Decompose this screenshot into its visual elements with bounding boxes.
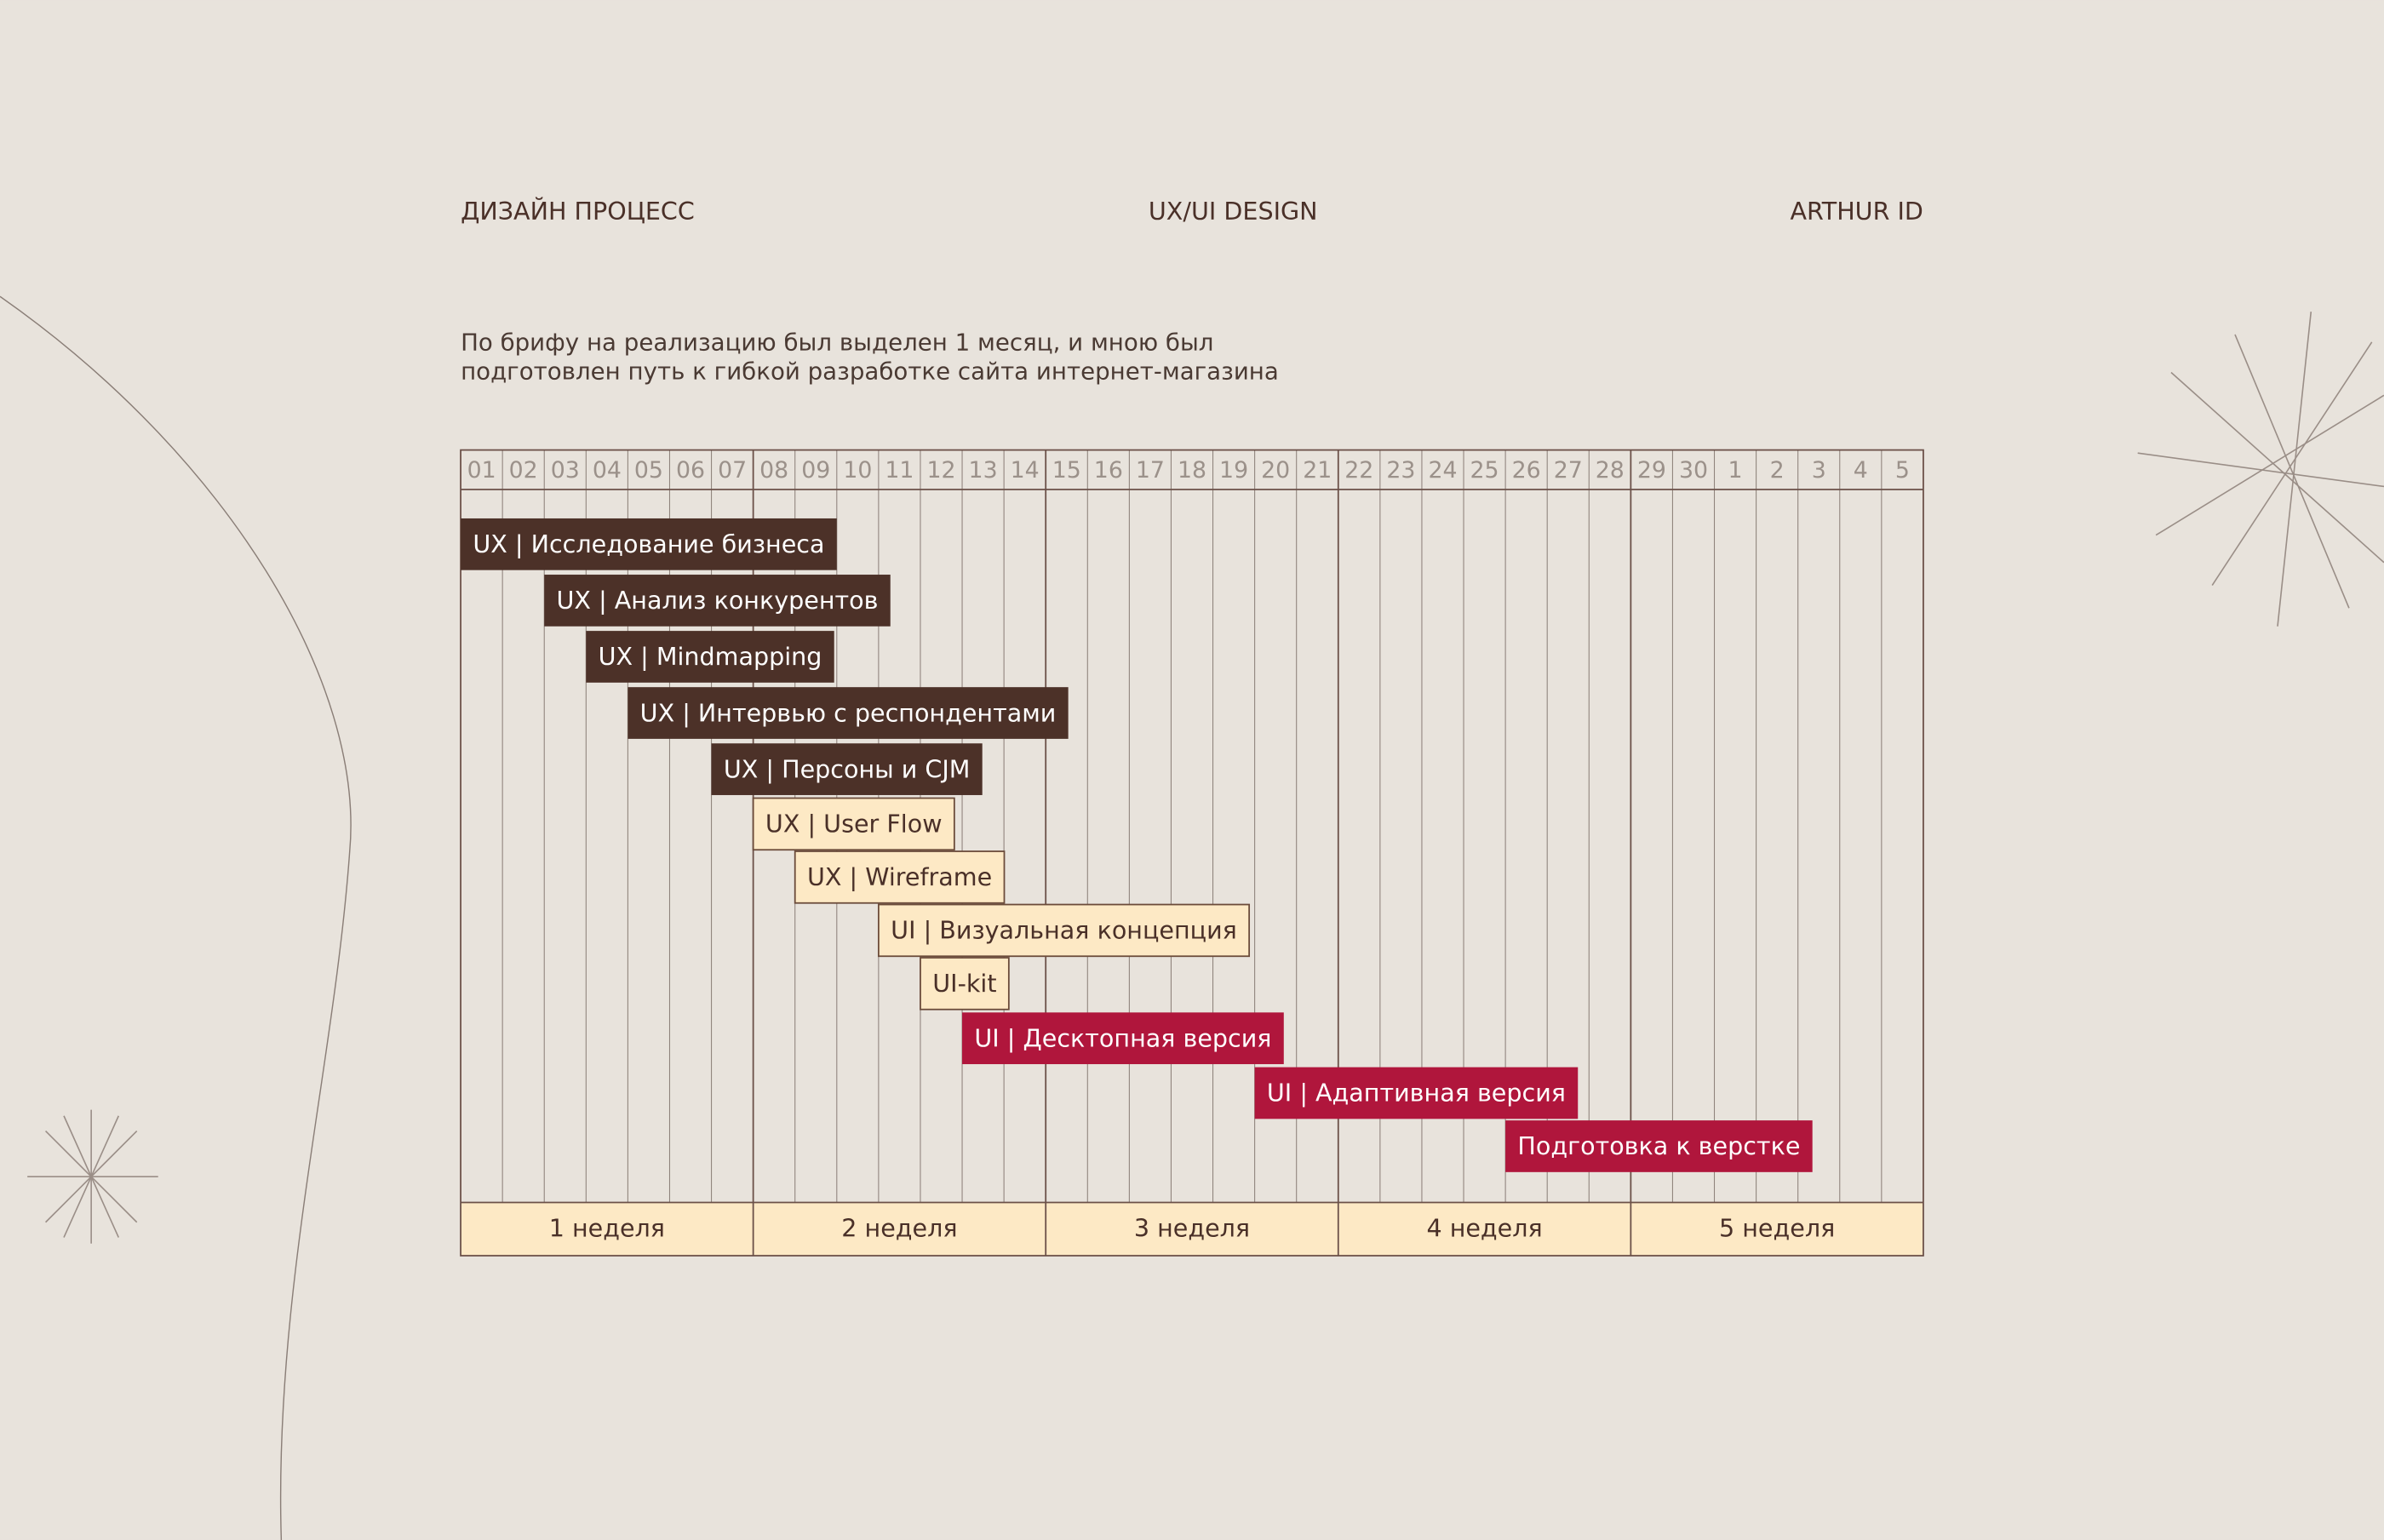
- day-label: 25: [1470, 457, 1499, 484]
- task-label: UI-kit: [932, 969, 996, 998]
- day-label: 20: [1261, 457, 1290, 484]
- task-bar: [711, 743, 983, 795]
- day-label: 05: [634, 457, 663, 484]
- task-label: UX | Анализ конкурентов: [557, 586, 879, 615]
- header: ДИЗАЙН ПРОЦЕСС UX/UI DESIGN ARTHUR ID: [461, 197, 1923, 226]
- day-label: 19: [1219, 457, 1248, 484]
- day-label: 01: [467, 457, 496, 484]
- day-label: 06: [676, 457, 705, 484]
- day-label: 04: [593, 457, 622, 484]
- day-label: 3: [1812, 457, 1826, 484]
- task-bar: [586, 631, 834, 683]
- intro: По брифу на реализацию был выделен 1 мес…: [461, 329, 1279, 386]
- task-label: UI | Визуальная концепция: [891, 916, 1237, 945]
- week-label: 2 неделя: [841, 1214, 957, 1243]
- day-label: 5: [1895, 457, 1910, 484]
- gantt-border: [460, 449, 1924, 1257]
- week-label: 4 неделя: [1426, 1214, 1542, 1243]
- decor-star: [27, 1109, 158, 1244]
- day-label: 29: [1637, 457, 1666, 484]
- day-label: 13: [969, 457, 998, 484]
- task-bar: [920, 957, 1010, 1010]
- task-label: UX | Исследование бизнеса: [473, 530, 824, 558]
- week-label: 1 неделя: [549, 1214, 665, 1243]
- day-label: 27: [1554, 457, 1583, 484]
- task-label: UX | Mindmapping: [599, 642, 822, 671]
- day-label: 15: [1052, 457, 1081, 484]
- decor-star: [2137, 312, 2384, 627]
- day-label: 09: [801, 457, 830, 484]
- day-label: 02: [509, 457, 538, 484]
- task-bar: [1254, 1067, 1579, 1119]
- week-row: [461, 1202, 1923, 1257]
- day-label: 16: [1094, 457, 1123, 484]
- intro-line: По брифу на реализацию был выделен 1 мес…: [461, 329, 1213, 357]
- day-label: 12: [926, 457, 955, 484]
- day-label: 14: [1011, 457, 1040, 484]
- header-left: ДИЗАЙН ПРОЦЕСС: [461, 197, 695, 226]
- day-label: 17: [1136, 457, 1165, 484]
- header-center: UX/UI DESIGN: [1149, 197, 1318, 226]
- task-bar: [628, 687, 1069, 739]
- day-label: 1: [1728, 457, 1743, 484]
- day-label: 10: [843, 457, 872, 484]
- task-label: UI | Десктопная версия: [974, 1023, 1271, 1052]
- day-label: 2: [1770, 457, 1785, 484]
- day-label: 4: [1854, 457, 1868, 484]
- task-bar: [962, 1012, 1284, 1065]
- task-bar: [877, 903, 1251, 958]
- day-label: 24: [1428, 457, 1457, 484]
- task-bar: [544, 575, 891, 627]
- task-bar: [794, 850, 1006, 904]
- week-label: 5 неделя: [1719, 1214, 1835, 1243]
- day-label: 08: [759, 457, 788, 484]
- intro-line: подготовлен путь к гибкой разработке сай…: [461, 358, 1279, 386]
- task-label: UX | Персоны и CJM: [724, 754, 971, 783]
- day-label: 22: [1344, 457, 1373, 484]
- week-label: 3 неделя: [1134, 1214, 1250, 1243]
- decor-curve: [0, 295, 352, 1540]
- task-label: UX | Wireframe: [807, 862, 992, 891]
- day-label: 23: [1386, 457, 1415, 484]
- day-label: 03: [551, 457, 580, 484]
- task-label: UX | Интервью с респондентами: [640, 698, 1057, 727]
- task-label: Подготовка к верстке: [1517, 1131, 1800, 1160]
- day-label: 18: [1178, 457, 1206, 484]
- day-label: 11: [885, 457, 914, 484]
- task-bar: [752, 797, 955, 851]
- header-right: ARTHUR ID: [1790, 197, 1923, 226]
- day-label: 28: [1596, 457, 1625, 484]
- day-label: 30: [1679, 457, 1708, 484]
- task-bar: [461, 518, 837, 570]
- task-label: UI | Адаптивная версия: [1267, 1079, 1566, 1108]
- gantt: 01 02 03 04 05 06 07 08 09 10 11 12 13 14 15 16 17 18 19 20…: [460, 449, 1924, 1257]
- task-label: UX | User Flow: [765, 810, 943, 839]
- day-label: 21: [1303, 457, 1332, 484]
- task-bar: [1505, 1120, 1813, 1172]
- day-label: 26: [1512, 457, 1541, 484]
- day-label: 07: [718, 457, 747, 484]
